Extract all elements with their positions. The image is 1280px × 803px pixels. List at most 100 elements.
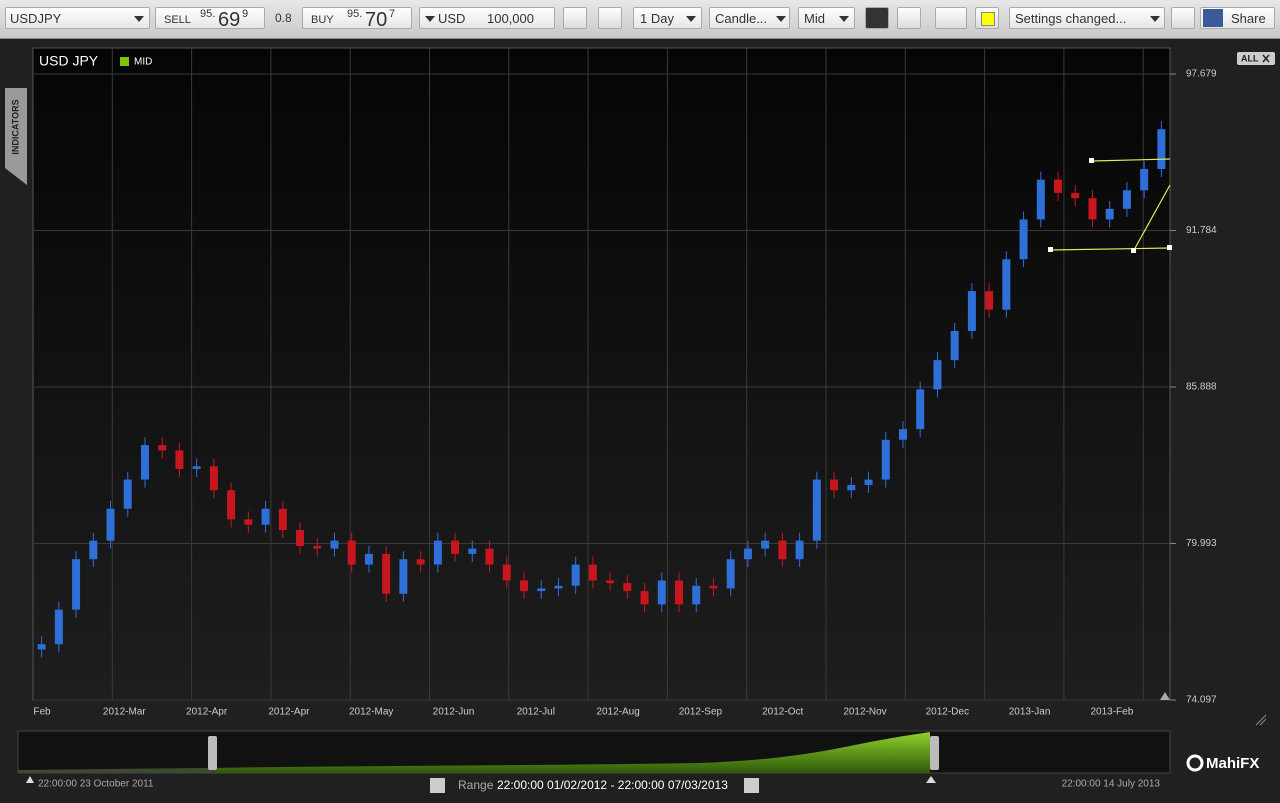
x-tick-label: 2012-Dec	[926, 707, 969, 718]
snapshot-button[interactable]	[865, 7, 889, 29]
spread: 0.8	[275, 11, 292, 25]
candle-body	[692, 586, 700, 605]
buy-pip: 7	[389, 3, 395, 25]
x-tick-label: 2013-Feb	[1090, 707, 1133, 718]
navigator-start: 22:00:00 23 October 2011	[38, 779, 154, 790]
symbol-select[interactable]: USDJPY	[5, 7, 150, 29]
candle-body	[744, 549, 752, 560]
candle-body	[451, 541, 459, 554]
layout-button[interactable]	[897, 7, 921, 29]
status-select[interactable]: Settings changed...	[1009, 7, 1165, 29]
candle-body	[847, 485, 855, 490]
x-tick-label: 2012-May	[349, 707, 393, 718]
candle-body	[623, 583, 631, 591]
candle-body	[1071, 193, 1079, 198]
candle-body	[210, 466, 218, 490]
share: Share	[1231, 11, 1266, 26]
candle-body	[1054, 180, 1062, 193]
candle-body	[778, 541, 786, 560]
candle-body	[486, 549, 494, 565]
draw-tool-button[interactable]	[935, 7, 967, 29]
favorite-button[interactable]	[1171, 7, 1195, 29]
candle-body	[985, 291, 993, 310]
buy-main: 70	[365, 9, 387, 31]
style-select[interactable]: Candle...	[709, 7, 790, 29]
candle-body	[951, 331, 959, 360]
sell-button[interactable]: SELL 95. 69 9	[155, 7, 265, 29]
candle-body	[709, 586, 717, 589]
x-tick-label: 2012-Oct	[762, 707, 803, 718]
cart-button[interactable]	[563, 7, 587, 29]
x-tick-label: 2012-Sep	[679, 707, 723, 718]
legend-swatch	[120, 57, 129, 66]
candle-body	[399, 559, 407, 594]
range-value: 22:00:00 01/02/2012 - 22:00:00 07/03/201…	[497, 778, 728, 792]
candle-body	[606, 580, 614, 583]
candle-body	[141, 445, 149, 480]
buy-big: 95.	[347, 3, 362, 25]
candle-body	[89, 541, 97, 560]
candle-body	[1106, 209, 1114, 220]
candle-body	[1123, 190, 1131, 209]
candle-body	[193, 466, 201, 469]
sell-main: 69	[218, 9, 240, 31]
price-type: Mid	[804, 11, 825, 26]
share-button[interactable]: Share	[1200, 7, 1275, 29]
candle-body	[641, 591, 649, 604]
chart-style: Candle...	[715, 11, 767, 26]
range-label: Range	[458, 778, 494, 792]
candle-body	[175, 450, 183, 469]
x-tick-label: 2012-Apr	[186, 707, 228, 718]
x-tick-label: 2012-Aug	[596, 707, 639, 718]
chart-title: USD JPY	[39, 53, 99, 69]
prev-button[interactable]	[430, 778, 445, 793]
navigator-left-handle[interactable]	[208, 736, 217, 770]
candle-body	[382, 554, 390, 594]
candle-body	[330, 541, 338, 549]
candle-body	[417, 559, 425, 564]
candle-body	[899, 429, 907, 440]
x-tick-label: 2012-Mar	[103, 707, 146, 718]
status: Settings changed...	[1015, 11, 1126, 26]
candle-body	[865, 480, 873, 485]
amount-input[interactable]: USD100,000	[419, 7, 555, 29]
candle-body	[365, 554, 373, 565]
candle-body	[813, 480, 821, 541]
zoom-all-label: ALL	[1241, 53, 1259, 63]
sell-big: 95.	[200, 3, 215, 25]
candle-body	[537, 588, 545, 591]
x-tick-label: Feb	[33, 707, 51, 718]
x-tick-label: 2012-Jul	[517, 707, 555, 718]
price-select[interactable]: Mid	[798, 7, 855, 29]
candle-body	[1020, 219, 1028, 259]
candle-body	[262, 509, 270, 525]
color-button[interactable]	[975, 7, 999, 29]
y-tick-label: 91.784	[1186, 225, 1217, 236]
candle-body	[1002, 259, 1010, 309]
period-select[interactable]: 1 Day	[633, 7, 702, 29]
candle-body	[1140, 169, 1148, 190]
toolbar: USDJPY SELL 95. 69 9 0.8 BUY 95. 70 7 US…	[0, 0, 1280, 39]
navigator-right-handle[interactable]	[930, 736, 939, 770]
candle-body	[761, 541, 769, 549]
next-button[interactable]	[744, 778, 759, 793]
candle-body	[968, 291, 976, 331]
candle-body	[434, 541, 442, 565]
candle-body	[503, 565, 511, 581]
x-tick-label: 2012-Jun	[433, 707, 475, 718]
candle-body	[244, 519, 252, 524]
candle-body	[589, 565, 597, 581]
candle-body	[296, 530, 304, 546]
x-tick-label: 2012-Apr	[268, 707, 310, 718]
symbol: USDJPY	[10, 11, 61, 26]
candle-body	[1157, 129, 1165, 169]
candle-body	[468, 549, 476, 554]
candle-body	[675, 580, 683, 604]
y-tick-label: 79.993	[1186, 538, 1217, 549]
candle-body	[554, 586, 562, 589]
buy-button[interactable]: BUY 95. 70 7	[302, 7, 412, 29]
currency: USD	[438, 11, 465, 26]
alert-button[interactable]	[598, 7, 622, 29]
